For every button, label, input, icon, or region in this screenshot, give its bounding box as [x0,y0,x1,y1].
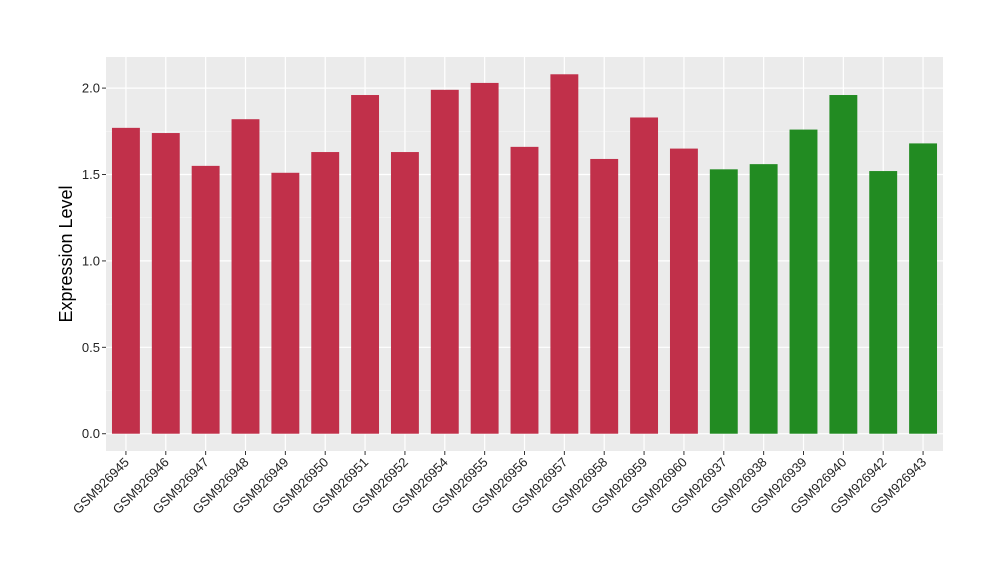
bar-GSM926954 [430,89,459,434]
bar-GSM926950 [311,152,340,434]
bar-GSM926952 [390,152,419,434]
bar-GSM926940 [829,95,858,434]
bar-GSM926960 [669,148,698,434]
bar-GSM926939 [789,129,818,434]
bar-GSM926945 [111,127,140,434]
bar-GSM926947 [191,165,220,434]
bar-GSM926942 [869,171,898,434]
bar-GSM926959 [630,117,659,434]
y-axis-label: Expression Level [56,185,76,322]
y-tick-label: 0.5 [82,340,100,355]
y-tick-label: 1.0 [82,253,100,268]
bar-GSM926956 [510,146,539,434]
bar-GSM926937 [709,169,738,434]
bars [111,74,938,434]
bar-GSM926938 [749,164,778,434]
bar-GSM926943 [909,143,938,434]
x-axis: GSM926945GSM926946GSM926947GSM926948GSM9… [70,451,929,517]
y-tick-label: 0.0 [82,426,100,441]
bar-GSM926955 [470,82,499,434]
bar-GSM926946 [151,133,180,434]
bar-GSM926957 [550,74,579,434]
y-axis: 0.0 0.5 1.0 1.5 2.0 [82,81,106,441]
y-tick-label: 1.5 [82,167,100,182]
bar-GSM926958 [590,158,619,434]
bar-GSM926951 [351,95,380,434]
bar-GSM926948 [231,119,260,434]
y-tick-label: 2.0 [82,81,100,96]
bar-GSM926949 [271,172,300,434]
